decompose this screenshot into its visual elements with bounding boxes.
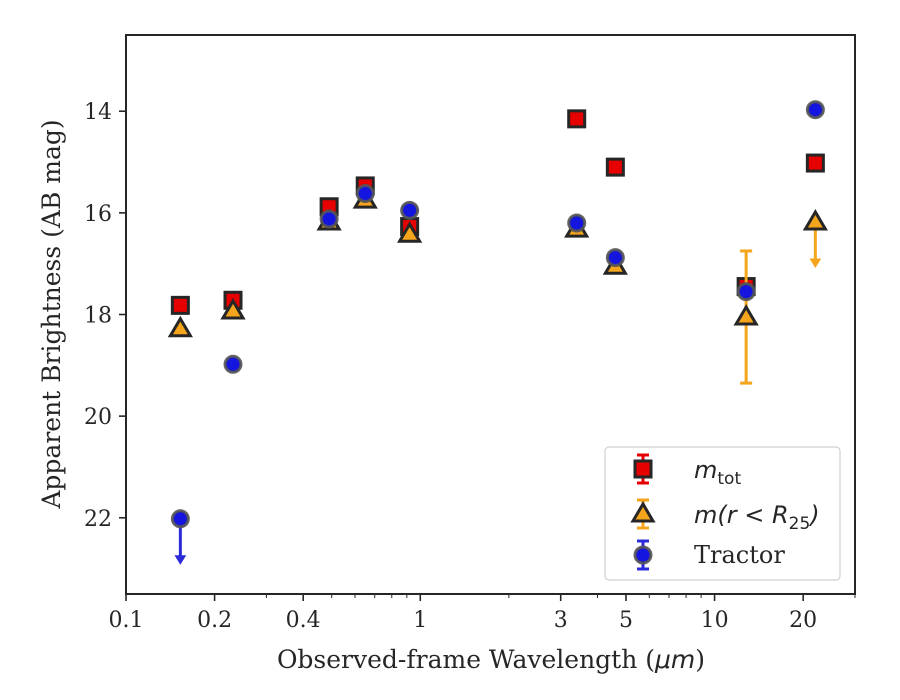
x-tick-label: 20: [789, 608, 817, 633]
data-point: [170, 509, 190, 529]
data-point: [397, 221, 423, 243]
x-tick-label: 0.1: [109, 608, 144, 633]
legend: mtot m(r < R25) Tractor: [604, 446, 841, 581]
x-tick-label: 3: [554, 608, 568, 633]
data-point: [805, 153, 825, 173]
x-tick-label: 10: [701, 608, 729, 633]
x-axis-label: Observed-frame Wavelength (μm): [277, 645, 705, 674]
legend-marker: [633, 459, 653, 479]
data-point: [736, 282, 756, 302]
y-tick-label: 22: [84, 507, 112, 532]
series-0: [170, 109, 825, 315]
data-point: [167, 315, 193, 338]
plot-area: [167, 100, 828, 565]
data-point: [733, 304, 759, 326]
data-point: [605, 248, 625, 268]
data-point: [355, 184, 375, 204]
data-point: [567, 213, 587, 233]
x-tick-label: 0.2: [197, 608, 232, 633]
y-tick-label: 20: [84, 405, 112, 430]
y-tick-label: 14: [84, 100, 112, 125]
legend-entry-mtot: mtot: [694, 456, 741, 489]
legend-marker: [633, 545, 653, 565]
x-axis-label-unit: μm: [654, 645, 695, 674]
legend-entry-mr25: m(r < R25): [694, 501, 820, 534]
legend-box: [604, 446, 841, 581]
data-point: [802, 209, 828, 231]
axes: 0.1 0.2 0.4 1 3 5 10 20 14 16 18 20 22: [84, 34, 856, 633]
x-tick-label: 5: [619, 608, 633, 633]
series-1: [167, 187, 828, 385]
y-tick-label: 18: [84, 304, 112, 329]
data-point: [567, 109, 587, 129]
x-tick-label: 1: [413, 608, 427, 633]
data-point: [319, 209, 339, 229]
upper-limit-arrowhead: [809, 258, 822, 268]
x-axis-label-prefix: Observed-frame Wavelength (: [277, 645, 655, 674]
series-2: [170, 100, 825, 565]
x-tick-label: 0.4: [286, 608, 321, 633]
x-axis-label-suffix: ): [695, 645, 705, 674]
legend-entry-tractor: Tractor: [694, 541, 785, 569]
y-axis-label: Apparent Brightness (AB mag): [37, 119, 66, 509]
data-point: [805, 100, 825, 120]
legend-marker: [630, 501, 656, 523]
data-point: [223, 354, 243, 374]
data-point: [605, 157, 625, 177]
data-point: [220, 297, 246, 320]
data-point: [400, 200, 420, 220]
upper-limit-arrowhead: [174, 555, 187, 565]
data-point: [170, 295, 190, 315]
y-tick-label: 16: [84, 202, 112, 227]
